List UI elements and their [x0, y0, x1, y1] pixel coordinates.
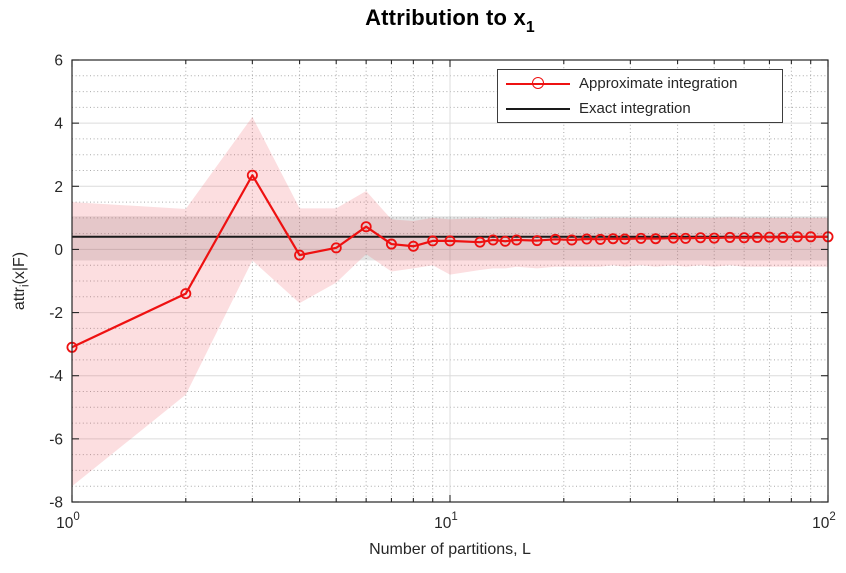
data-point-marker [607, 233, 619, 245]
y-tick-label: -4 [49, 368, 63, 385]
y-tick-label: 0 [54, 242, 63, 259]
data-point-marker [738, 232, 750, 244]
data-point-marker [619, 233, 631, 245]
data-point-marker [499, 235, 511, 247]
data-point-marker [635, 232, 647, 244]
y-axis-label-prefix: attr [11, 287, 28, 311]
x-axis-label: Number of partitions, L [369, 541, 531, 558]
data-point-marker [474, 236, 486, 248]
data-point-marker [667, 232, 679, 244]
data-point-marker [549, 233, 561, 245]
y-tick-label: -8 [49, 495, 63, 512]
legend-entry-approximate: Approximate integration [498, 71, 782, 96]
data-point-marker [680, 232, 692, 244]
legend-line-black [506, 107, 570, 110]
data-point-marker [751, 231, 763, 243]
data-point-marker [763, 231, 775, 243]
data-point-marker [566, 234, 578, 246]
data-point-marker [180, 288, 192, 300]
data-point-marker [360, 221, 372, 233]
legend-line-sample-red [506, 77, 570, 91]
chart-title-subscript: 1 [525, 19, 535, 37]
data-point-marker [427, 235, 439, 247]
x-tick-label: 100 [56, 511, 80, 532]
data-point-marker [695, 232, 707, 244]
approximate-confidence-band [72, 116, 828, 487]
y-tick-label: 2 [54, 179, 63, 196]
y-tick-label: 4 [54, 116, 63, 133]
legend-line-sample-black [506, 102, 570, 116]
data-point-marker [487, 234, 499, 246]
data-point-marker [246, 169, 258, 181]
y-axis-label: attri(x|F) [10, 201, 32, 361]
data-point-marker [777, 231, 789, 243]
data-point-marker [330, 242, 342, 254]
data-point-marker [724, 231, 736, 243]
y-tick-label: -6 [49, 431, 63, 448]
data-point-marker [791, 231, 803, 243]
data-point-marker [805, 231, 817, 243]
data-point-marker [594, 233, 606, 245]
circle-marker-icon [531, 77, 544, 90]
data-point-marker [650, 233, 662, 245]
legend-label-exact: Exact integration [579, 100, 691, 117]
data-point-marker [407, 240, 419, 252]
legend: Approximate integration Exact integratio… [497, 69, 783, 123]
x-tick-label: 102 [812, 511, 836, 532]
y-tick-label: 6 [54, 53, 63, 70]
chart-title-text: Attribution to x [365, 5, 526, 30]
data-point-marker [581, 233, 593, 245]
y-axis-label-suffix: (x|F) [11, 251, 28, 285]
legend-label-approximate: Approximate integration [579, 75, 738, 92]
data-point-marker [294, 249, 306, 261]
chart-title: Attribution to x1 [72, 5, 828, 37]
data-point-marker [708, 232, 720, 244]
data-point-marker [444, 235, 456, 247]
data-point-marker [385, 238, 397, 250]
data-point-marker [511, 234, 523, 246]
legend-entry-exact: Exact integration [498, 96, 782, 121]
y-axis-label-subscript: i [19, 284, 32, 288]
y-tick-label: -2 [49, 305, 63, 322]
data-point-marker [531, 235, 543, 247]
x-tick-label: 101 [434, 511, 458, 532]
